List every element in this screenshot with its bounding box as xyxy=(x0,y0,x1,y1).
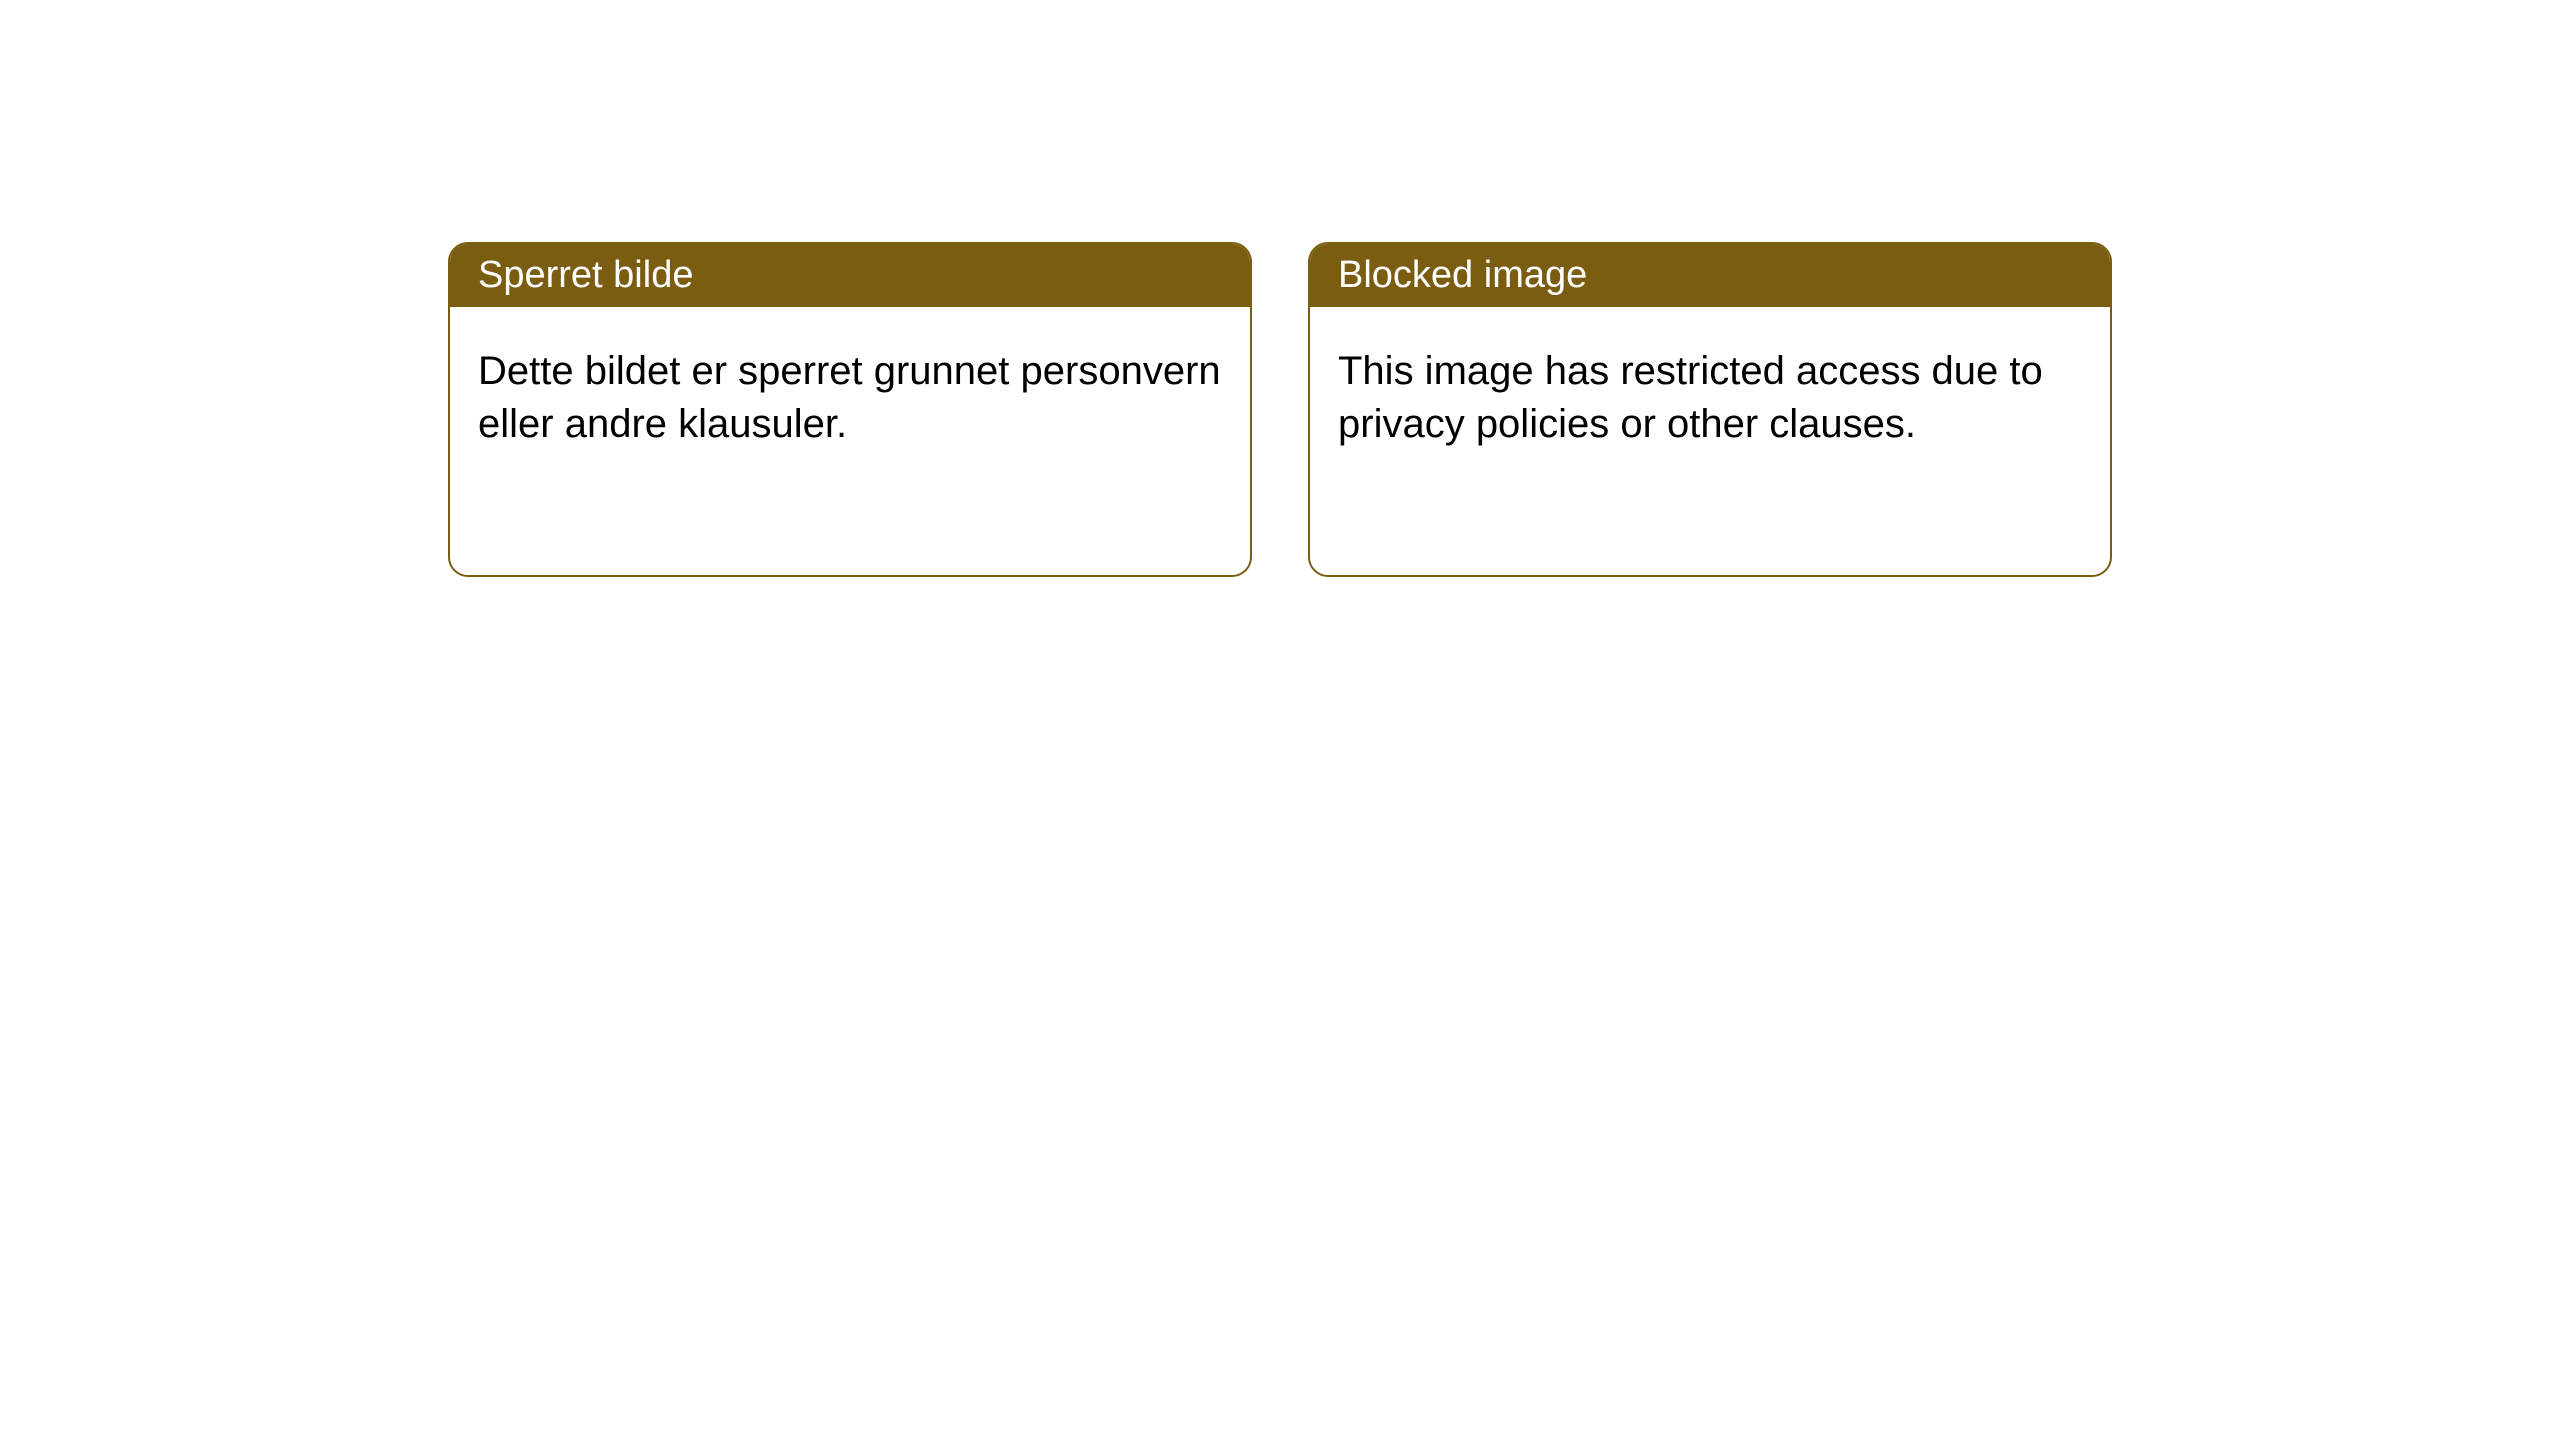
notice-title-no: Sperret bilde xyxy=(450,244,1250,307)
notice-container: Sperret bilde Dette bildet er sperret gr… xyxy=(0,0,2560,577)
notice-body-en: This image has restricted access due to … xyxy=(1310,307,2110,489)
notice-card-en: Blocked image This image has restricted … xyxy=(1308,242,2112,577)
notice-title-en: Blocked image xyxy=(1310,244,2110,307)
notice-card-no: Sperret bilde Dette bildet er sperret gr… xyxy=(448,242,1252,577)
notice-body-no: Dette bildet er sperret grunnet personve… xyxy=(450,307,1250,489)
